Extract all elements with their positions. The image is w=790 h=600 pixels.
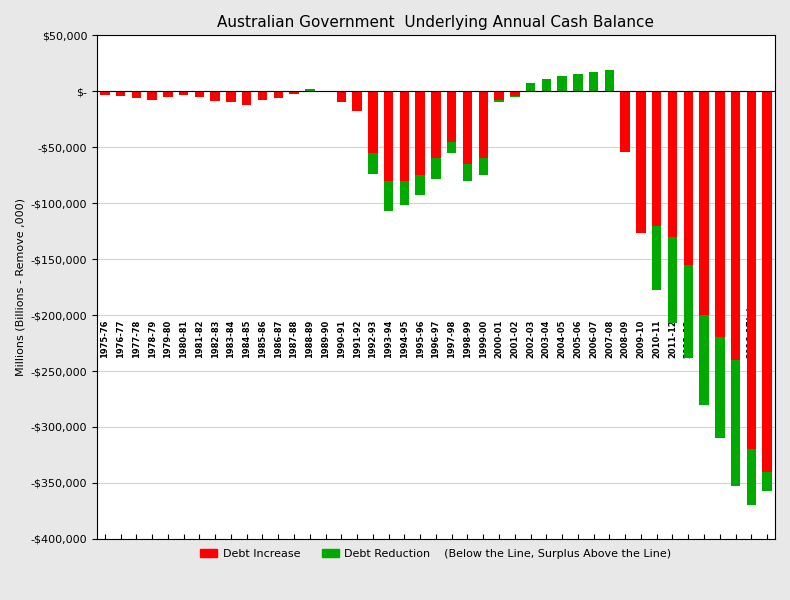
Bar <box>132 91 141 98</box>
Bar <box>447 91 457 142</box>
Bar <box>762 91 772 472</box>
Bar <box>668 91 677 237</box>
Bar <box>226 91 235 103</box>
Bar <box>258 91 267 100</box>
Bar <box>400 91 409 181</box>
Bar <box>194 91 204 97</box>
Bar <box>100 91 110 95</box>
Bar <box>747 449 756 505</box>
Bar <box>321 91 330 92</box>
Bar <box>116 91 126 96</box>
Bar <box>747 91 756 449</box>
Bar <box>652 226 661 290</box>
Bar <box>273 91 283 98</box>
Bar <box>731 91 740 360</box>
Bar <box>179 91 188 95</box>
Bar <box>558 76 567 91</box>
Bar <box>762 472 772 491</box>
Bar <box>495 91 504 100</box>
Bar <box>542 79 551 91</box>
Bar <box>495 100 504 103</box>
Y-axis label: Millions (Billions - Remove ,000): Millions (Billions - Remove ,000) <box>15 198 25 376</box>
Bar <box>384 91 393 181</box>
Bar <box>731 360 740 486</box>
Bar <box>148 91 157 100</box>
Bar <box>510 91 520 96</box>
Bar <box>683 265 693 358</box>
Bar <box>715 91 724 337</box>
Bar <box>479 158 488 175</box>
Bar <box>416 91 425 175</box>
Bar <box>368 153 378 174</box>
Bar <box>574 74 582 91</box>
Bar <box>479 91 488 158</box>
Bar <box>337 91 346 103</box>
Legend: Debt Increase, Debt Reduction    (Below the Line, Surplus Above the Line): Debt Increase, Debt Reduction (Below the… <box>196 545 676 563</box>
Bar <box>510 96 520 97</box>
Bar <box>431 158 441 179</box>
Bar <box>463 91 472 164</box>
Bar <box>164 91 172 97</box>
Bar <box>447 142 457 153</box>
Bar <box>416 175 425 196</box>
Bar <box>431 91 441 158</box>
Bar <box>668 237 677 323</box>
Bar <box>368 91 378 153</box>
Bar <box>715 337 724 438</box>
Bar <box>305 89 314 91</box>
Bar <box>652 91 661 226</box>
Bar <box>526 83 536 91</box>
Bar <box>352 91 362 112</box>
Bar <box>289 91 299 94</box>
Bar <box>384 181 393 211</box>
Bar <box>636 91 645 233</box>
Title: Australian Government  Underlying Annual Cash Balance: Australian Government Underlying Annual … <box>217 15 654 30</box>
Bar <box>620 91 630 152</box>
Bar <box>210 91 220 101</box>
Bar <box>699 315 709 404</box>
Bar <box>242 91 251 105</box>
Bar <box>400 181 409 205</box>
Bar <box>604 70 614 91</box>
Bar <box>463 164 472 181</box>
Bar <box>589 72 598 91</box>
Bar <box>699 91 709 315</box>
Bar <box>683 91 693 265</box>
